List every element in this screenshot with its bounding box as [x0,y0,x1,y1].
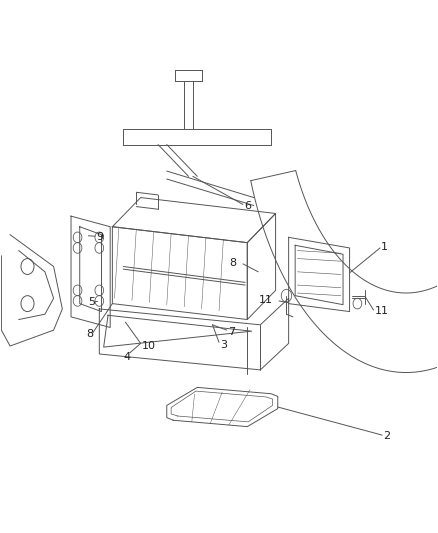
Text: 8: 8 [229,258,237,268]
Text: 1: 1 [381,242,388,252]
Text: 4: 4 [123,352,131,361]
Text: 2: 2 [383,431,390,441]
Text: 8: 8 [86,329,93,340]
Text: 7: 7 [228,327,235,337]
Text: 11: 11 [258,295,272,305]
Text: 10: 10 [142,341,156,351]
Text: 5: 5 [88,297,95,307]
Text: 11: 11 [374,306,389,316]
Text: 9: 9 [96,232,103,242]
Text: 3: 3 [220,340,227,350]
Text: 6: 6 [244,200,251,211]
